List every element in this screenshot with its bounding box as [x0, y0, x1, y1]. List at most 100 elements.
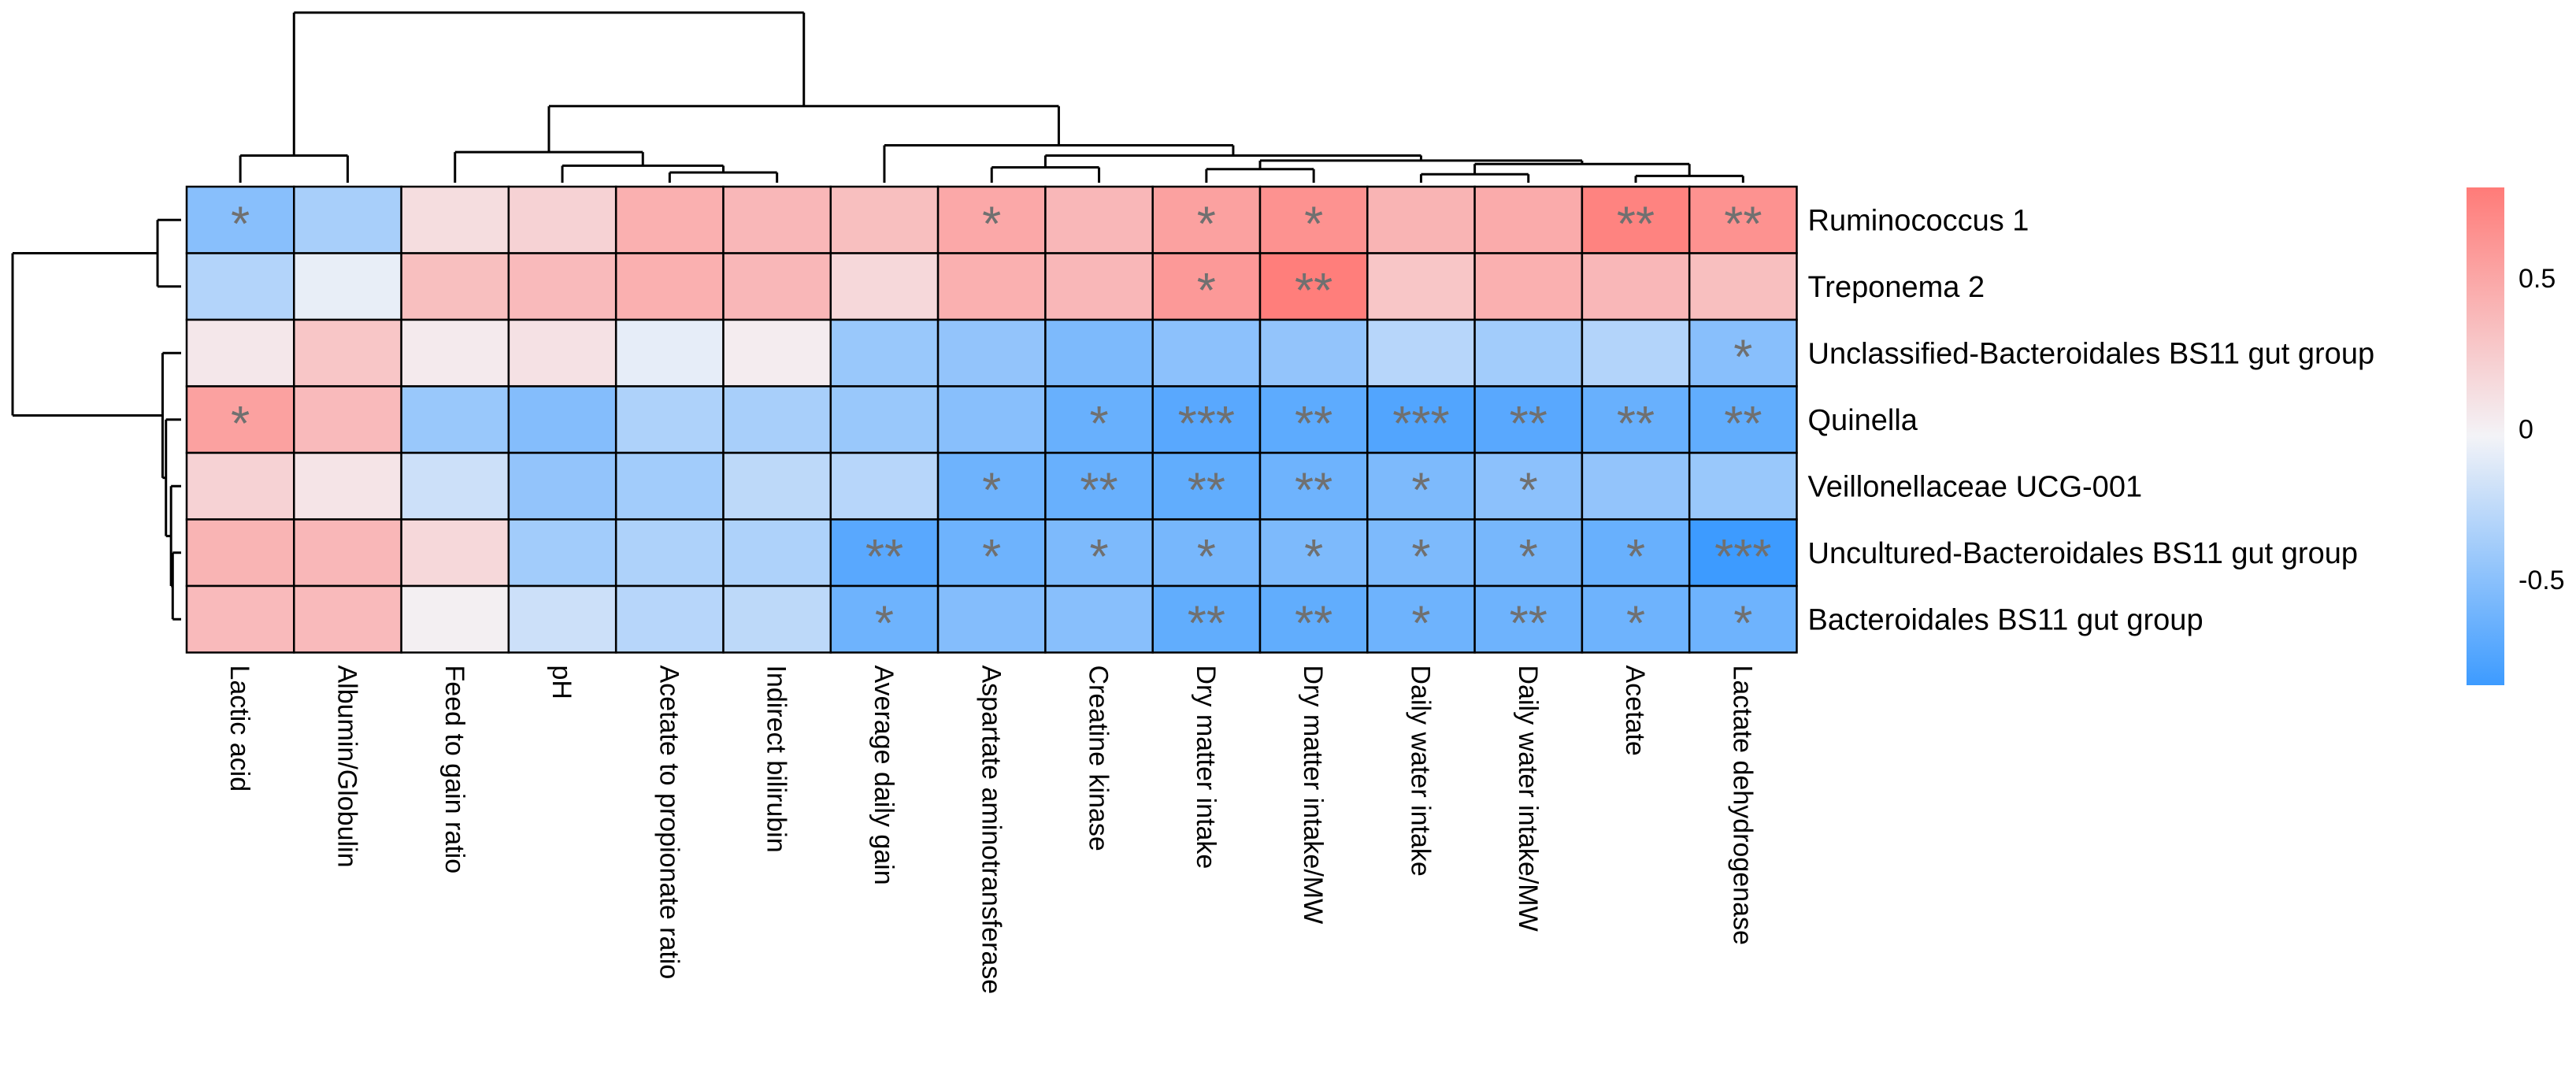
- significance-marker: *: [982, 463, 1001, 517]
- column-label: Feed to gain ratio: [439, 666, 469, 874]
- heatmap-cell: [1473, 252, 1584, 321]
- significance-marker: *: [982, 530, 1001, 584]
- column-label: Daily water intake: [1405, 666, 1435, 877]
- significance-marker: *: [1411, 596, 1430, 651]
- heatmap-cell: [936, 318, 1047, 387]
- heatmap-cell: [507, 584, 617, 654]
- heatmap-cell: [1688, 318, 1798, 387]
- heatmap-cell: [1258, 518, 1369, 588]
- significance-marker: *: [231, 197, 250, 251]
- column-label: Creatine kinase: [1084, 666, 1114, 851]
- significance-marker: *: [1411, 463, 1430, 517]
- heatmap-cell: [293, 252, 402, 321]
- heatmap-cell: [614, 318, 725, 387]
- heatmap-cell: [722, 451, 832, 521]
- heatmap-cell: [1473, 185, 1584, 254]
- heatmap-cell: [936, 451, 1047, 521]
- heatmap-cell: [1151, 451, 1262, 521]
- row-label: Treponema 2: [1808, 271, 1985, 304]
- heatmap-cell: [400, 385, 510, 454]
- significance-marker: *: [1197, 530, 1216, 584]
- heatmap-cell: [400, 518, 510, 588]
- significance-marker: *: [1304, 530, 1323, 584]
- significance-marker: *: [1626, 530, 1645, 584]
- heatmap-cell: [614, 451, 725, 521]
- heatmap-cell: [829, 318, 940, 387]
- row-dendrogram: [11, 218, 181, 621]
- heatmap-cell: [1151, 518, 1262, 588]
- heatmap-cell: [1688, 252, 1798, 321]
- heatmap-cell: [1044, 584, 1154, 654]
- heatmap-cell: [722, 318, 832, 387]
- heatmap-cell: [185, 385, 295, 454]
- heatmap-cell: [293, 451, 402, 521]
- heatmap-cell: [1044, 518, 1154, 588]
- heatmap-cell: [293, 318, 402, 387]
- heatmap-cell: [400, 185, 510, 254]
- heatmap-cell: [400, 318, 510, 387]
- column-label: Average daily gain: [869, 666, 899, 885]
- significance-marker: *: [1626, 596, 1645, 651]
- column-label: Albumin/Globulin: [332, 666, 361, 868]
- heatmap-cell: [185, 584, 295, 654]
- heatmap-cell: [1258, 318, 1369, 387]
- heatmap-cell: [507, 252, 617, 321]
- significance-marker: *: [1197, 197, 1216, 251]
- color-legend: 0.5 0 -0.5: [2467, 187, 2565, 685]
- heatmap-cell: [722, 518, 832, 588]
- heatmap-cell: [1473, 318, 1584, 387]
- heatmap-cell: [1688, 385, 1798, 454]
- heatmap-cell: [614, 385, 725, 454]
- significance-marker: **: [1080, 463, 1118, 517]
- column-label: Aspartate aminotransferase: [976, 666, 1006, 995]
- column-dendrogram: [239, 11, 1744, 183]
- heatmap-cell: [507, 185, 617, 254]
- significance-marker: *: [875, 596, 894, 651]
- significance-marker: *: [1519, 463, 1538, 517]
- heatmap-cell: [293, 584, 402, 654]
- legend-tick-label: 0: [2519, 414, 2533, 444]
- heatmap-cell: [1688, 451, 1798, 521]
- row-label: Bacteroidales BS11 gut group: [1808, 603, 2203, 636]
- heatmap-cell: [1151, 318, 1262, 387]
- heatmap-cell: [722, 185, 832, 254]
- significance-marker: **: [1510, 397, 1547, 451]
- heatmap-cell: [829, 451, 940, 521]
- heatmap-cell: [1688, 185, 1798, 254]
- heatmap-cell: [400, 584, 510, 654]
- significance-marker: **: [1617, 397, 1655, 451]
- row-labels: Ruminococcus 1 Treponema 2 Unclassified-Ba…: [1808, 204, 2375, 636]
- heatmap-cell: [185, 252, 295, 321]
- significance-marker: **: [865, 530, 903, 584]
- column-label: Acetate: [1620, 666, 1650, 756]
- significance-marker: **: [1188, 596, 1225, 651]
- significance-marker: ***: [1392, 397, 1449, 451]
- color-scale-bar: [2467, 187, 2504, 685]
- heatmap-cell: [1473, 518, 1584, 588]
- heatmap-cell: [185, 451, 295, 521]
- heatmap-cell: [293, 518, 402, 588]
- legend-tick-label: -0.5: [2519, 565, 2565, 595]
- heatmap-cell: [1581, 318, 1691, 387]
- heatmap-cell: [507, 385, 617, 454]
- significance-marker: *: [1733, 330, 1752, 384]
- heatmap-cell: [1581, 451, 1691, 521]
- column-label: Acetate to propionate ratio: [654, 666, 684, 980]
- heatmap-cell: [1366, 584, 1476, 654]
- column-label: Lactic acid: [224, 666, 254, 792]
- heatmap-cell: [1044, 451, 1154, 521]
- heatmap-cell: [1366, 318, 1476, 387]
- heatmap-cell: [1258, 185, 1369, 254]
- significance-marker: **: [1724, 397, 1762, 451]
- significance-marker: **: [1295, 264, 1332, 318]
- row-label: Ruminococcus 1: [1808, 204, 2029, 237]
- significance-marker: *: [1411, 530, 1430, 584]
- heatmap-cell: [1688, 584, 1798, 654]
- heatmap-cell: [936, 385, 1047, 454]
- heatmap-cell: [936, 584, 1047, 654]
- row-label: Quinella: [1808, 404, 1918, 437]
- heatmap-cell: [1581, 185, 1691, 254]
- heatmap-cell: [829, 385, 940, 454]
- significance-marker: *: [1089, 397, 1108, 451]
